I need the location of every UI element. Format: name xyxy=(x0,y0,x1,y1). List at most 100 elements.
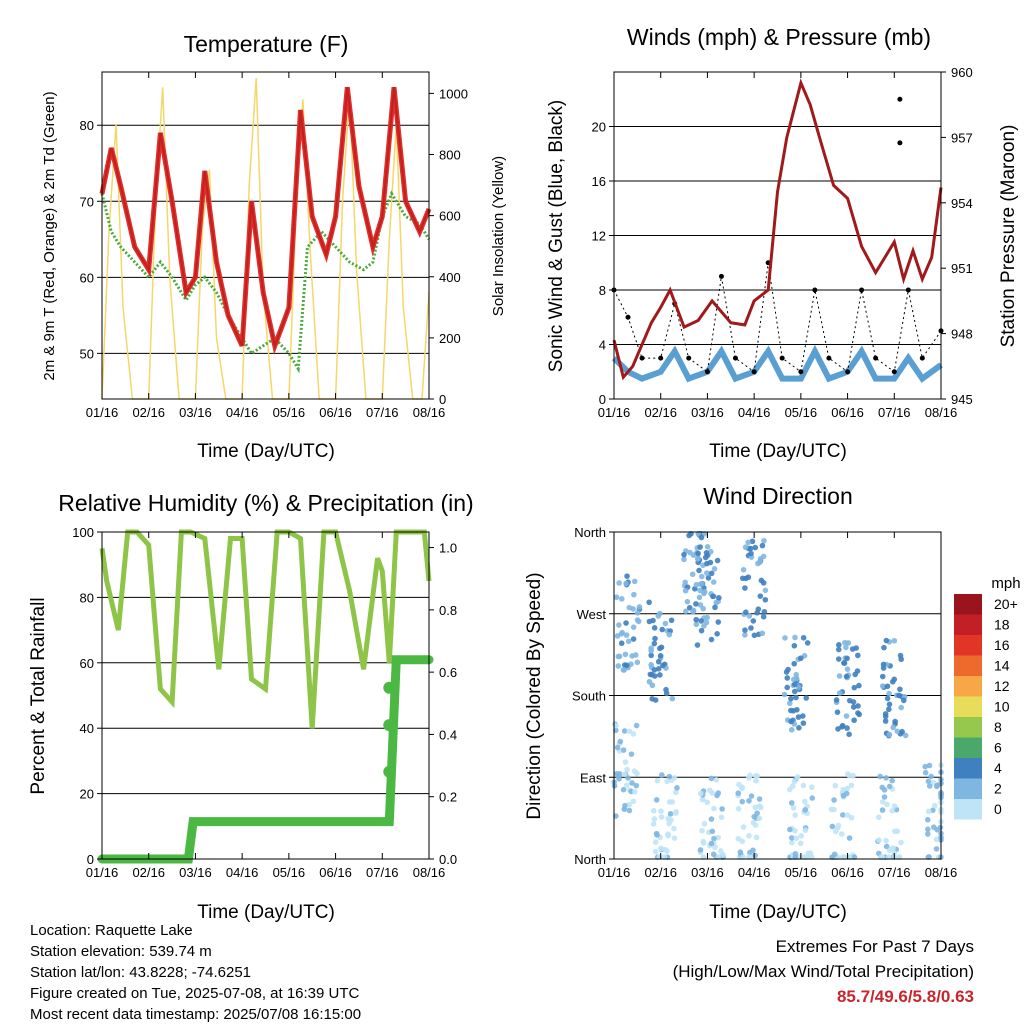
station-info: Location: Raquette Lake Station elevatio… xyxy=(30,920,361,1025)
direction-point xyxy=(793,835,800,842)
direction-point xyxy=(713,776,720,783)
gust-point xyxy=(718,273,724,279)
direction-point xyxy=(674,785,680,791)
direction-point xyxy=(634,610,641,616)
direction-point xyxy=(618,640,625,647)
pressure-y2-axis-title: Station Pressure (Maroon) xyxy=(998,125,1019,348)
temperature-9m-line xyxy=(101,87,430,350)
y-tick-label: 60 xyxy=(80,270,94,285)
direction-point xyxy=(748,625,754,631)
direction-point xyxy=(791,778,798,785)
direction-point xyxy=(615,663,622,669)
direction-point xyxy=(889,807,895,814)
direction-point xyxy=(698,573,705,580)
direction-point xyxy=(892,718,898,725)
direction-point xyxy=(652,848,659,855)
sonic-wind-line xyxy=(611,344,943,383)
legend-label: 20+ xyxy=(994,596,1018,612)
direction-point xyxy=(708,816,715,822)
direction-point xyxy=(756,815,763,822)
legend-swatch xyxy=(954,676,982,697)
direction-point xyxy=(623,620,629,626)
y2-tick-label: 1000 xyxy=(439,86,468,101)
direction-point xyxy=(742,627,748,633)
direction-point xyxy=(932,802,938,809)
direction-point xyxy=(793,694,799,701)
direction-point xyxy=(651,625,658,631)
direction-point xyxy=(784,675,791,681)
direction-point xyxy=(922,769,929,776)
direction-point xyxy=(746,613,753,619)
y2-tick-label: 0.8 xyxy=(439,603,457,618)
direction-point xyxy=(754,609,760,616)
direction-point xyxy=(891,803,898,809)
direction-point xyxy=(851,717,857,724)
legend-label: 10 xyxy=(994,699,1010,715)
direction-point xyxy=(742,585,748,591)
direction-point xyxy=(682,579,689,586)
direction-point xyxy=(626,604,633,611)
direction-series xyxy=(611,531,944,860)
direction-point xyxy=(836,690,843,696)
y2-tick-label: 1.0 xyxy=(439,541,457,556)
direction-point xyxy=(631,768,638,774)
direction-point xyxy=(712,844,718,850)
direction-point xyxy=(739,838,746,845)
direction-point xyxy=(699,796,706,803)
direction-point xyxy=(750,847,756,854)
direction-point xyxy=(882,713,889,720)
direction-point xyxy=(646,599,652,606)
direction-point xyxy=(789,783,796,789)
direction-point xyxy=(748,550,754,557)
direction-point xyxy=(714,631,720,637)
direction-point xyxy=(844,666,851,672)
direction-point xyxy=(800,720,807,727)
direction-point xyxy=(621,728,628,734)
legend-swatch xyxy=(954,717,982,738)
direction-point xyxy=(844,785,851,792)
direction-point xyxy=(883,637,890,644)
direction-point xyxy=(843,644,849,651)
direction-point xyxy=(654,832,660,838)
direction-point xyxy=(886,701,893,708)
x-tick-label: 02/16 xyxy=(132,405,165,420)
direction-point xyxy=(838,831,845,837)
speed-legend-title: mph xyxy=(991,575,1020,592)
direction-point xyxy=(855,703,861,709)
y2-tick-label: 200 xyxy=(439,331,461,346)
x-tick-label: 05/16 xyxy=(273,405,306,420)
direction-point xyxy=(750,618,757,624)
direction-point xyxy=(704,544,711,550)
direction-point xyxy=(835,656,842,662)
direction-point xyxy=(653,797,660,803)
direction-point xyxy=(884,695,891,702)
direction-point xyxy=(902,732,909,739)
temperature-plot-frame xyxy=(101,71,430,400)
direction-point xyxy=(856,711,863,718)
direction-point xyxy=(886,706,892,713)
precip-point xyxy=(383,681,396,694)
y-tick-label: North xyxy=(574,852,606,867)
rh-precip-title: Relative Humidity (%) & Precipitation (i… xyxy=(58,490,473,516)
gust-point xyxy=(812,287,818,293)
direction-point xyxy=(925,778,932,785)
direction-point xyxy=(740,566,747,573)
direction-point xyxy=(843,713,850,719)
direction-point xyxy=(795,714,802,720)
direction-y-ticks: North East South West North xyxy=(572,525,614,867)
direction-point xyxy=(834,709,841,715)
direction-point xyxy=(622,651,629,658)
direction-point xyxy=(623,580,629,587)
direction-point xyxy=(889,678,896,685)
direction-point xyxy=(695,550,701,557)
direction-point xyxy=(787,826,793,833)
direction-point xyxy=(720,852,726,858)
direction-point xyxy=(666,773,673,780)
direction-point xyxy=(623,662,630,669)
direction-point xyxy=(788,839,795,846)
temperature-y-ticks: 50 60 70 80 xyxy=(80,118,102,361)
direction-point xyxy=(694,642,701,648)
legend-label: 18 xyxy=(994,617,1010,633)
direction-point xyxy=(758,804,764,811)
direction-point xyxy=(886,690,892,697)
